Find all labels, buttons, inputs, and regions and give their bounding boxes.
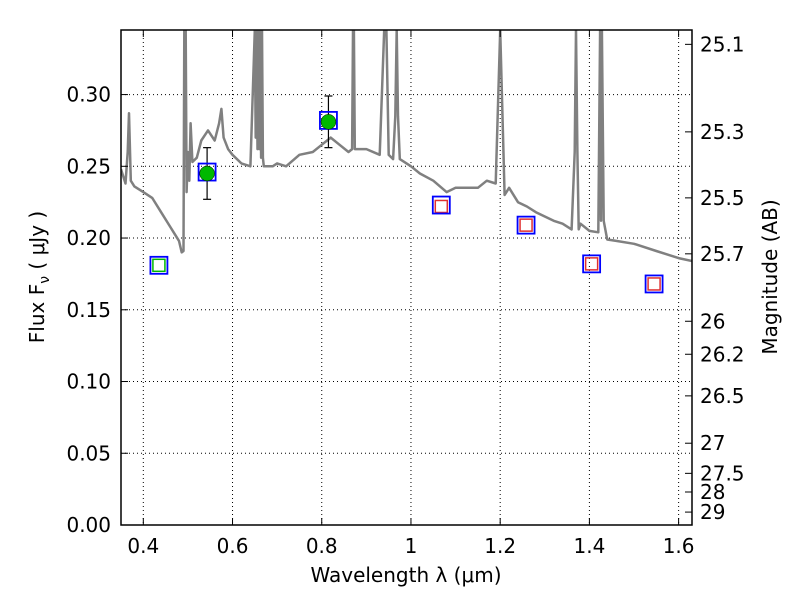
model-band-marker <box>431 195 451 215</box>
model-band-marker <box>582 254 602 274</box>
mag-tick-label: 25.5 <box>700 186 745 210</box>
mag-tick-label: 25.7 <box>700 242 745 266</box>
y-tick-label: 0.05 <box>66 441 111 465</box>
y-axis-label-main: Flux F <box>25 284 49 343</box>
mag-tick-label: 25.1 <box>700 32 745 56</box>
mag-tick-label: 25.3 <box>700 120 745 144</box>
svg-text:Flux Fν ( μJy ): Flux Fν ( μJy ) <box>25 211 53 343</box>
x-tick-label: 0.6 <box>217 534 249 558</box>
mag-tick-label: 27.5 <box>700 461 745 485</box>
x-axis-label: Wavelength λ (μm) <box>310 563 501 587</box>
y-tick-label: 0.20 <box>66 226 111 250</box>
mag-tick-label: 26.2 <box>700 342 745 366</box>
model-spectrum-line <box>121 30 692 263</box>
y-tick-label: 0.25 <box>66 154 111 178</box>
y-tick-label: 0.15 <box>66 298 111 322</box>
x-tick-label: 0.4 <box>127 534 159 558</box>
plot-frame <box>120 29 693 526</box>
upper-limit-marker <box>584 257 599 271</box>
y2-axis-label: Magnitude (AB) <box>758 199 782 354</box>
y-tick-label: 0.30 <box>66 83 111 107</box>
mag-tick-label: 27 <box>700 431 725 455</box>
y-axis-label-sub: ν <box>37 276 53 284</box>
x-tick-label: 0.8 <box>306 534 338 558</box>
upper-limit-marker <box>519 218 533 232</box>
green-open-square <box>152 258 166 273</box>
model-band-marker <box>149 255 169 275</box>
y-axis-label-unit: ( μJy ) <box>25 211 49 276</box>
detection-point <box>320 114 337 130</box>
upper-limit-marker <box>434 199 449 214</box>
x-tick-label: 1 <box>405 534 418 558</box>
axis-ticks: 0.4 0.6 0.8 1 1.2 1.4 1.6 0.00 0.05 0.10 0.15 0.20 0… <box>66 30 745 558</box>
y-tick-label: 0.00 <box>66 513 111 537</box>
mag-tick-label: 26.5 <box>700 384 745 408</box>
detection-point <box>199 165 215 182</box>
model-band-marker <box>644 274 664 294</box>
x-tick-label: 1.4 <box>573 534 605 558</box>
upper-limit-marker <box>647 277 661 291</box>
mag-tick-label: 29 <box>700 500 725 524</box>
data-points <box>149 95 664 294</box>
x-tick-label: 1.2 <box>484 534 516 558</box>
y-axis-label: Flux Fν ( μJy ) <box>25 211 53 343</box>
y-tick-label: 0.10 <box>66 370 111 394</box>
mag-tick-label: 26 <box>700 309 725 333</box>
model-band-marker <box>516 215 536 235</box>
grid <box>121 30 692 525</box>
mag-tick-label: 28 <box>700 480 725 504</box>
x-tick-label: 1.6 <box>663 534 695 558</box>
